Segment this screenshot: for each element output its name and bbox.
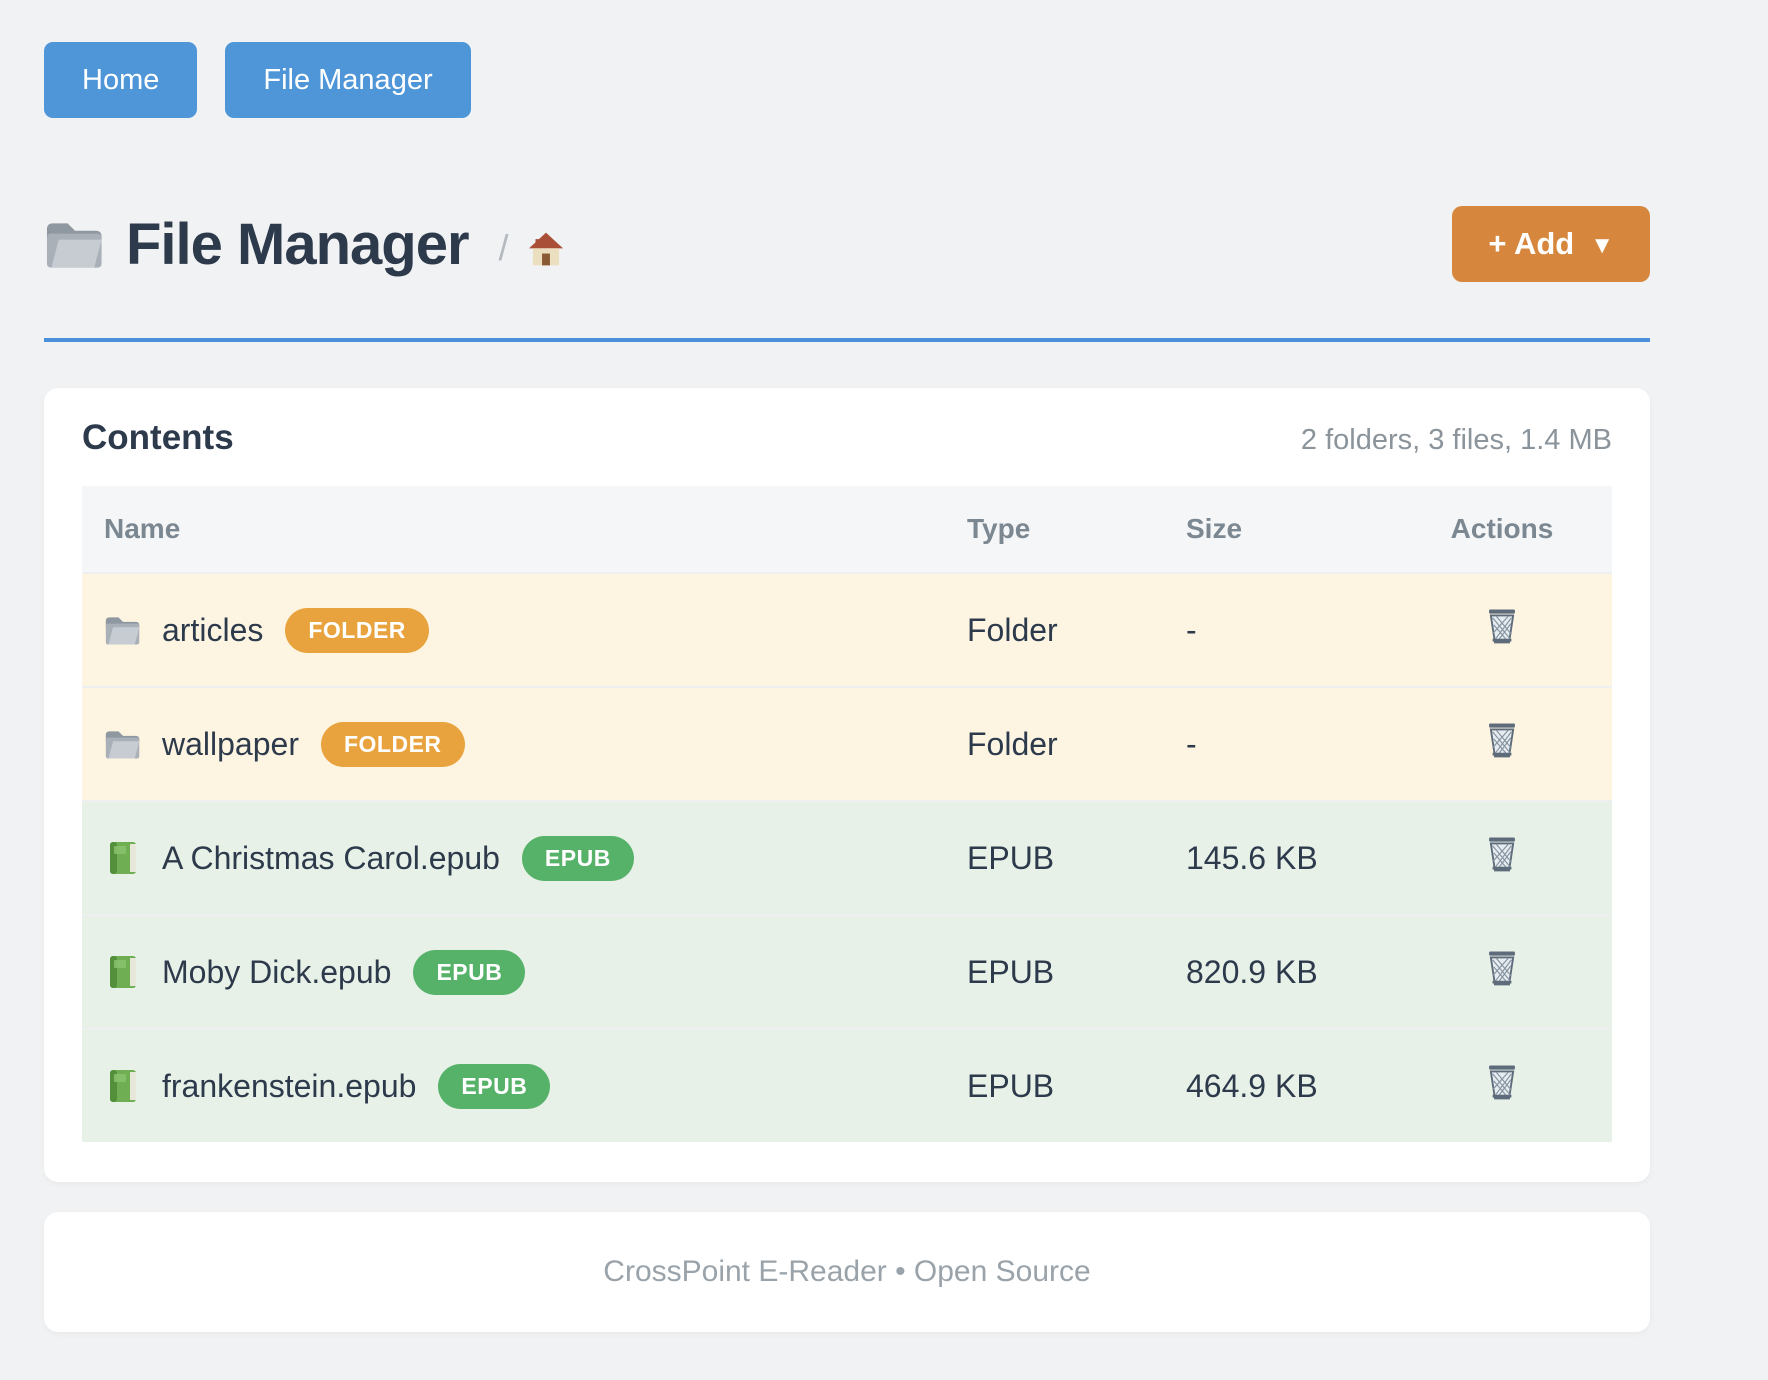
folder-icon — [105, 617, 140, 645]
table-row[interactable]: frankenstein.epub EPUB EPUB 464.9 KB — [82, 1028, 1612, 1142]
delete-button[interactable] — [1484, 834, 1520, 874]
column-header-actions: Actions — [1450, 513, 1554, 544]
type-cell: EPUB — [967, 1067, 1055, 1104]
size-cell: 820.9 KB — [1186, 953, 1318, 990]
size-cell: 464.9 KB — [1186, 1067, 1318, 1104]
file-name: wallpaper — [162, 725, 299, 762]
size-cell: - — [1186, 611, 1197, 648]
chevron-down-icon: ▼ — [1590, 232, 1614, 259]
nav-file-manager-button[interactable]: File Manager — [225, 42, 471, 118]
delete-button[interactable] — [1484, 1062, 1520, 1102]
file-name: Moby Dick.epub — [162, 953, 392, 990]
page-header: File Manager / + Add ▼ — [44, 206, 1650, 282]
contents-title: Contents — [82, 418, 234, 457]
type-cell: Folder — [967, 725, 1058, 762]
column-header-size: Size — [1186, 513, 1243, 544]
delete-button[interactable] — [1484, 720, 1520, 760]
type-badge: EPUB — [438, 1063, 551, 1109]
type-badge: EPUB — [413, 949, 526, 995]
delete-button[interactable] — [1484, 948, 1520, 988]
type-cell: EPUB — [967, 839, 1055, 876]
nav-home-button[interactable]: Home — [44, 42, 198, 118]
type-badge: EPUB — [521, 835, 634, 881]
trash-icon — [1487, 950, 1517, 986]
breadcrumb-separator: / — [498, 227, 509, 268]
trash-icon — [1487, 1064, 1517, 1100]
size-cell: 145.6 KB — [1186, 839, 1318, 876]
table-row[interactable]: wallpaper FOLDER Folder - — [82, 686, 1612, 800]
trash-icon — [1487, 722, 1517, 758]
contents-card: Contents 2 folders, 3 files, 1.4 MB Name… — [44, 388, 1650, 1182]
table-row[interactable]: Moby Dick.epub EPUB EPUB 820.9 KB — [82, 914, 1612, 1028]
page-title: File Manager — [126, 211, 470, 277]
footer-text: CrossPoint E-Reader • Open Source — [603, 1255, 1091, 1288]
file-table: Name Type Size Actions articles FOLDER F… — [82, 486, 1612, 1142]
folder-icon — [105, 731, 140, 759]
add-button[interactable]: + Add ▼ — [1452, 206, 1650, 282]
type-badge: FOLDER — [320, 721, 465, 767]
book-icon — [110, 1070, 136, 1102]
header-divider — [44, 338, 1650, 342]
column-header-type: Type — [967, 513, 1031, 544]
table-row[interactable]: A Christmas Carol.epub EPUB EPUB 145.6 K… — [82, 800, 1612, 914]
delete-button[interactable] — [1484, 606, 1520, 646]
column-header-name: Name — [104, 513, 181, 544]
book-icon — [110, 842, 136, 874]
table-header-row: Name Type Size Actions — [82, 486, 1612, 572]
trash-icon — [1487, 836, 1517, 872]
trash-icon — [1487, 608, 1517, 644]
folder-icon — [46, 223, 102, 268]
top-nav: Home File Manager — [44, 0, 1650, 118]
book-icon — [110, 956, 136, 988]
type-cell: EPUB — [967, 953, 1055, 990]
file-name: A Christmas Carol.epub — [162, 839, 500, 876]
type-badge: FOLDER — [285, 607, 429, 653]
size-cell: - — [1186, 725, 1197, 762]
table-body: articles FOLDER Folder - wallpaper FOLDE… — [82, 572, 1612, 1142]
file-name: articles — [162, 611, 264, 648]
type-cell: Folder — [967, 611, 1058, 648]
contents-summary: 2 folders, 3 files, 1.4 MB — [1300, 424, 1612, 456]
file-name: frankenstein.epub — [162, 1067, 417, 1104]
footer-card: CrossPoint E-Reader • Open Source — [44, 1212, 1650, 1332]
table-row[interactable]: articles FOLDER Folder - — [82, 572, 1612, 686]
add-button-label: + Add — [1488, 226, 1575, 261]
home-icon[interactable] — [525, 227, 567, 272]
